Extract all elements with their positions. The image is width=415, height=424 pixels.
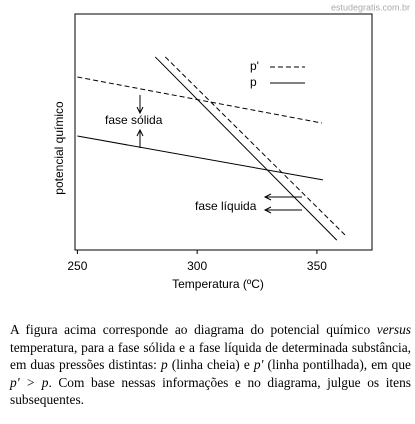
series-line (154, 56, 338, 241)
legend-label: p' (250, 59, 259, 73)
caption-text: (linha pontilhada), em que (263, 357, 412, 372)
caption-text: p' (253, 357, 264, 372)
series-line (164, 56, 346, 236)
x-tick-label: 300 (187, 259, 207, 273)
plot-frame (74, 13, 373, 251)
x-tick-label: 350 (307, 259, 327, 273)
watermark: estudegratis.com.br (331, 2, 410, 12)
caption-text: (linha cheia) e (167, 357, 254, 372)
x-tick-label: 250 (67, 259, 87, 273)
caption-text: A figura acima corresponde ao diagrama d… (10, 322, 377, 337)
caption: A figura acima corresponde ao diagrama d… (10, 321, 411, 409)
caption-text: temperatura, para a fase sólida e a fase… (10, 339, 411, 373)
y-axis-label: potencial químico (52, 101, 66, 195)
series-line (77, 135, 323, 181)
caption-text: p (160, 357, 168, 372)
chart: estudegratis.com.br Temperatura (ºC) pot… (52, 2, 410, 291)
series-line (77, 76, 323, 124)
annotation: fase líquida (195, 199, 257, 213)
legend-label: p (250, 75, 257, 89)
caption-text: . Com base nessas informações e no diagr… (10, 374, 411, 408)
caption-text: versus (376, 322, 411, 337)
annotation: fase sólida (105, 113, 163, 127)
caption-text: p' > p (10, 374, 49, 390)
x-axis-label: Temperatura (ºC) (172, 277, 264, 291)
arrows (136, 95, 302, 214)
